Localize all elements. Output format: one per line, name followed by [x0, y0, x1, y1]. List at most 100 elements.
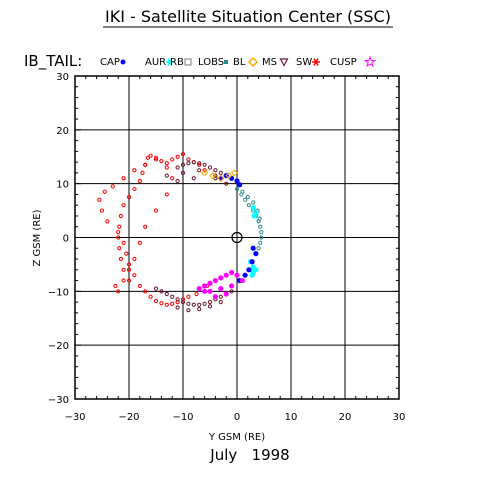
data-point: [118, 256, 124, 262]
data-point: [194, 291, 199, 297]
data-point: [196, 286, 202, 292]
data-point: [225, 172, 233, 180]
data-point: [191, 176, 196, 181]
legend-marker-dot: [120, 59, 126, 65]
x-tick-label: 0: [234, 412, 240, 423]
data-point: [186, 308, 191, 313]
x-tick-labels: −30 −20 −10 0 10 20 30: [64, 412, 405, 423]
y-axis-label: Z GSM (RE): [32, 209, 43, 266]
x-tick-label: −20: [118, 412, 139, 423]
data-point: [229, 283, 235, 289]
data-point: [223, 272, 229, 278]
data-point: [201, 169, 209, 177]
data-point: [116, 235, 121, 240]
data-point: [110, 184, 115, 189]
data-point: [148, 294, 153, 299]
series-cap: [218, 172, 259, 284]
chart-title: IKI - Satellite Situation Center (SSC): [105, 7, 391, 26]
y-tick-label: 0: [63, 234, 69, 245]
legend-label: CAP: [100, 57, 120, 68]
data-point: [237, 182, 243, 188]
data-point: [259, 230, 264, 235]
data-point: [224, 181, 229, 186]
data-point: [164, 173, 169, 178]
data-point: [170, 157, 175, 162]
data-point: [207, 280, 213, 286]
data-point: [186, 294, 191, 299]
data-point: [126, 195, 132, 200]
data-point: [240, 189, 245, 194]
legend-item-ms: MS: [262, 57, 289, 68]
series-sw: [97, 151, 210, 307]
data-point: [132, 273, 137, 278]
legend-marker-asterisk: [167, 58, 173, 66]
legend-label: AUR: [145, 57, 166, 68]
x-tick-label: 30: [393, 412, 406, 423]
data-point: [180, 297, 186, 302]
data-point: [105, 219, 110, 224]
x-tick-label: −30: [64, 412, 85, 423]
data-point: [97, 197, 102, 202]
data-point: [180, 300, 186, 305]
data-point: [153, 155, 159, 160]
data-point: [202, 283, 208, 289]
data-point: [137, 283, 142, 289]
y-tick-labels: −30 −20 −10 0 10 20 30: [48, 72, 69, 406]
series-cusp: [196, 269, 245, 300]
data-point: [170, 294, 175, 299]
series-lobs: [234, 186, 264, 251]
x-axis-label: Y GSM (RE): [208, 432, 265, 443]
chart-subtitle: July 1998: [209, 446, 289, 464]
legend-item-cap: CAP: [100, 57, 126, 68]
legend-label: RB: [170, 57, 184, 68]
data-point: [212, 277, 218, 284]
data-point: [213, 173, 218, 178]
data-point: [234, 272, 240, 278]
data-point: [197, 306, 202, 312]
data-point: [245, 195, 250, 200]
data-point: [121, 240, 126, 245]
legend-item-rb: RB: [170, 57, 192, 68]
data-point: [242, 272, 248, 278]
data-point: [180, 151, 186, 157]
legend-label: CUSP: [330, 57, 357, 68]
axis-ticks: [74, 75, 400, 400]
data-point: [259, 235, 264, 240]
data-point: [243, 197, 248, 202]
data-point: [132, 186, 137, 192]
data-point: [229, 269, 235, 276]
data-point: [246, 203, 251, 208]
data-point: [186, 301, 191, 306]
data-point: [197, 302, 202, 307]
legend-label: LOBS: [198, 57, 224, 68]
data-point: [207, 304, 213, 309]
data-point: [143, 162, 148, 167]
data-point: [180, 170, 186, 175]
data-point: [137, 178, 142, 184]
data-point: [218, 286, 224, 292]
data-point: [207, 288, 213, 294]
data-point: [186, 161, 191, 166]
data-point: [159, 158, 164, 164]
data-point: [153, 157, 159, 162]
y-tick-label: 20: [56, 126, 69, 137]
data-point: [197, 162, 202, 167]
data-point: [170, 176, 175, 181]
data-point: [116, 230, 121, 235]
data-point: [186, 157, 191, 162]
data-point: [143, 224, 148, 229]
data-point: [239, 277, 245, 284]
data-point: [164, 161, 169, 166]
legend-marker-star: [363, 55, 377, 68]
data-point: [230, 169, 238, 177]
legend-marker-asterisk: [313, 58, 319, 66]
data-point: [180, 162, 186, 167]
data-point: [202, 301, 207, 306]
data-point: [257, 216, 262, 221]
data-point: [145, 155, 150, 160]
y-tick-label: −30: [48, 395, 69, 406]
data-point: [164, 192, 169, 197]
data-point: [175, 178, 180, 184]
legend-label: MS: [262, 57, 277, 68]
